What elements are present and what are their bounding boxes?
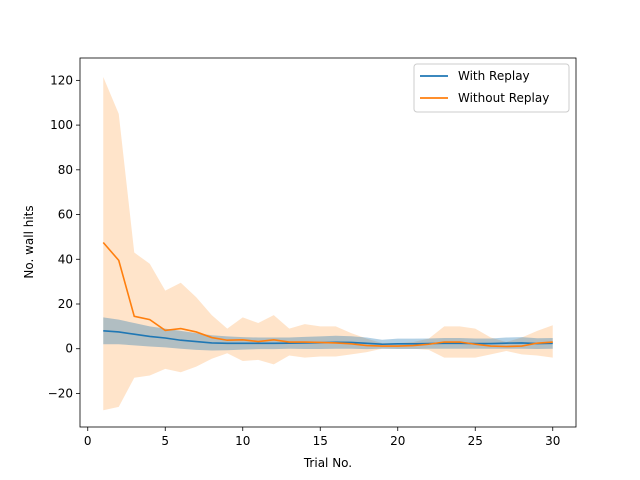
x-tick-label: 0 bbox=[84, 434, 92, 448]
y-tick-label: 120 bbox=[50, 73, 73, 87]
y-tick-label: 100 bbox=[50, 118, 73, 132]
legend-box bbox=[413, 63, 570, 113]
band-without-replay bbox=[103, 77, 553, 411]
x-tick-label: 30 bbox=[545, 434, 560, 448]
x-tick-label: 5 bbox=[161, 434, 169, 448]
plot-frame bbox=[79, 57, 577, 428]
y-axis-ticks: −20 0 20 40 60 80 100 120 bbox=[48, 73, 80, 400]
y-tick-label: 80 bbox=[58, 163, 73, 177]
legend-label: With Replay bbox=[458, 69, 530, 83]
y-tick-label: 20 bbox=[58, 297, 73, 311]
y-tick-label: −20 bbox=[48, 386, 73, 400]
x-axis-label: Trial No. bbox=[303, 456, 352, 470]
y-axis-label: No. wall hits bbox=[22, 205, 36, 278]
line-without-replay bbox=[102, 241, 553, 348]
legend: With Replay Without Replay bbox=[413, 63, 570, 113]
x-axis-ticks: 0 5 10 15 20 25 30 bbox=[84, 427, 560, 448]
x-tick-label: 25 bbox=[468, 434, 483, 448]
legend-label: Without Replay bbox=[458, 91, 549, 105]
y-tick-label: 0 bbox=[65, 342, 73, 356]
x-tick-label: 10 bbox=[235, 434, 250, 448]
y-tick-label: 40 bbox=[58, 252, 73, 266]
x-tick-label: 15 bbox=[313, 434, 328, 448]
y-tick-label: 60 bbox=[58, 208, 73, 222]
series-lines bbox=[102, 241, 553, 348]
x-tick-label: 20 bbox=[390, 434, 405, 448]
